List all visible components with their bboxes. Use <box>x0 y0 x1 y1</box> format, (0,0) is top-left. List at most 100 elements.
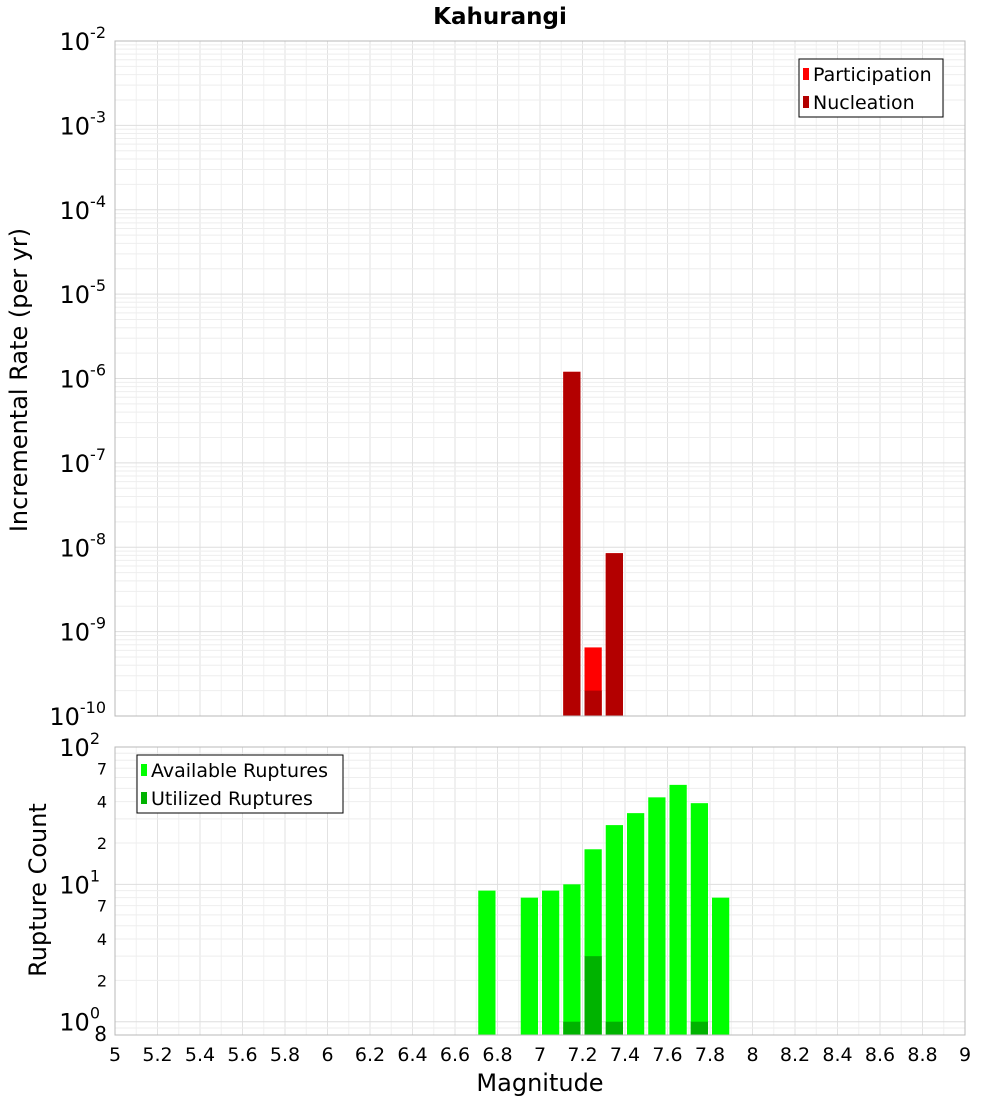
available-ruptures-bar <box>542 890 560 1035</box>
top-y-tick-exponent: -5 <box>90 276 106 295</box>
available-ruptures-bar <box>712 897 730 1035</box>
x-axis-label: Magnitude <box>476 1069 603 1097</box>
bottom-legend-label: Utilized Ruptures <box>151 788 313 810</box>
nucleation-bar <box>584 690 602 716</box>
x-tick-label: 8.6 <box>865 1044 895 1066</box>
bottom-legend-swatch <box>141 764 147 776</box>
utilized-ruptures-bar <box>605 1021 623 1035</box>
top-plot: 10-1010-910-810-710-610-510-410-310-2Par… <box>49 23 966 731</box>
top-y-tick-base: 10 <box>60 619 91 647</box>
bottom-plot-border <box>114 746 966 1036</box>
bottom-legend-swatch <box>141 792 147 804</box>
top-y-tick-base: 10 <box>60 197 91 225</box>
top-y-tick-label: 10-2 <box>60 23 107 56</box>
bottom-y-tick-base: 10 <box>59 734 90 762</box>
top-y-tick-label: 10-4 <box>60 192 107 225</box>
bottom-y-minor-tick-label: 2 <box>97 834 107 853</box>
top-y-tick-exponent: -8 <box>90 529 106 548</box>
x-tick-label: 8.8 <box>907 1044 937 1066</box>
x-tick-label: 8 <box>746 1044 758 1066</box>
x-tick-label: 7.2 <box>567 1044 597 1066</box>
top-y-tick-label: 10-5 <box>60 276 107 309</box>
bottom-y-tick-base: 10 <box>59 1009 90 1037</box>
available-ruptures-bar <box>520 897 538 1035</box>
x-tick-label: 7 <box>534 1044 546 1066</box>
bottom-y-minor-tick-label: 7 <box>97 897 107 916</box>
x-tick-label: 9 <box>959 1044 971 1066</box>
top-y-tick-label: 10-9 <box>60 614 107 647</box>
bottom-y-minor-tick-label: 7 <box>97 759 107 778</box>
x-tick-label: 5.6 <box>227 1044 257 1066</box>
x-tick-label: 8.4 <box>822 1044 852 1066</box>
top-y-axis-label: Incremental Rate (per yr) <box>5 228 33 532</box>
top-y-tick-label: 10-8 <box>60 529 107 562</box>
nucleation-bar <box>605 553 623 716</box>
x-tick-label: 6.6 <box>440 1044 470 1066</box>
top-y-tick-exponent: -4 <box>90 192 106 211</box>
top-y-tick-exponent: -6 <box>90 361 106 380</box>
available-ruptures-bar <box>690 803 708 1035</box>
top-y-tick-base: 10 <box>49 703 80 731</box>
top-y-tick-label: 10-10 <box>49 698 106 731</box>
bottom-y-tick-label: 102 <box>59 729 100 762</box>
top-y-tick-base: 10 <box>60 450 91 478</box>
top-y-tick-exponent: -10 <box>80 698 106 717</box>
x-tick-label: 6.2 <box>355 1044 385 1066</box>
utilized-ruptures-bar <box>563 1021 581 1035</box>
top-y-tick-exponent: -2 <box>90 23 106 42</box>
bottom-y-minor-tick-label: 4 <box>97 930 107 949</box>
top-y-tick-base: 10 <box>60 112 91 140</box>
x-tick-label: 6.4 <box>397 1044 427 1066</box>
top-legend-label: Participation <box>813 64 932 86</box>
top-legend-label: Nucleation <box>813 92 915 114</box>
bottom-y-minor-tick-label: 4 <box>97 793 107 812</box>
top-y-tick-base: 10 <box>60 534 91 562</box>
top-plot-border <box>114 40 966 717</box>
bottom-y-tick-label: 101 <box>59 866 100 899</box>
x-tick-label: 6.8 <box>482 1044 512 1066</box>
bottom-y-minor-tick-label: 8 <box>94 1022 107 1046</box>
utilized-ruptures-bar <box>584 956 602 1035</box>
top-legend-box <box>798 58 944 118</box>
x-tick-label: 5.8 <box>270 1044 300 1066</box>
top-legend-swatch <box>803 68 809 80</box>
bottom-y-tick-exponent: 1 <box>90 866 100 885</box>
bottom-y-tick-base: 10 <box>59 871 90 899</box>
top-y-tick-base: 10 <box>60 366 91 394</box>
x-tick-label: 7.8 <box>695 1044 725 1066</box>
available-ruptures-bar <box>669 784 687 1035</box>
bottom-y-minor-tick-label: 2 <box>97 971 107 990</box>
x-tick-label: 5.4 <box>185 1044 215 1066</box>
top-y-tick-label: 10-3 <box>60 107 107 140</box>
utilized-ruptures-bar <box>690 1021 708 1035</box>
available-ruptures-bar <box>648 797 666 1035</box>
bottom-y-tick-exponent: 0 <box>90 1004 100 1023</box>
x-tick-label: 7.6 <box>652 1044 682 1066</box>
top-y-tick-exponent: -7 <box>90 445 106 464</box>
top-y-tick-label: 10-7 <box>60 445 107 478</box>
available-ruptures-bar <box>478 890 496 1035</box>
top-legend-swatch <box>803 96 809 108</box>
x-tick-label: 5 <box>109 1044 121 1066</box>
bottom-y-tick-exponent: 2 <box>90 729 100 748</box>
bottom-legend: Available Ruptures Utilized Ruptures <box>136 754 344 814</box>
top-y-tick-label: 10-6 <box>60 361 107 394</box>
top-y-tick-exponent: -3 <box>90 107 106 126</box>
top-legend: Participation Nucleation <box>798 58 944 118</box>
top-y-tick-exponent: -9 <box>90 614 106 633</box>
chart-title: Kahurangi <box>433 4 567 30</box>
available-ruptures-bar <box>605 825 623 1035</box>
bottom-y-axis-label: Rupture Count <box>24 803 52 977</box>
bottom-legend-box <box>136 754 344 814</box>
available-ruptures-bar <box>627 813 645 1035</box>
x-tick-label: 5.2 <box>142 1044 172 1066</box>
bottom-legend-label: Available Ruptures <box>151 760 328 782</box>
top-y-tick-base: 10 <box>60 281 91 309</box>
available-ruptures-bar <box>563 884 581 1035</box>
top-y-tick-base: 10 <box>60 28 91 56</box>
x-tick-label: 7.4 <box>610 1044 640 1066</box>
bottom-y-tick-label: 100 <box>59 1004 100 1037</box>
nucleation-bar <box>563 371 581 716</box>
